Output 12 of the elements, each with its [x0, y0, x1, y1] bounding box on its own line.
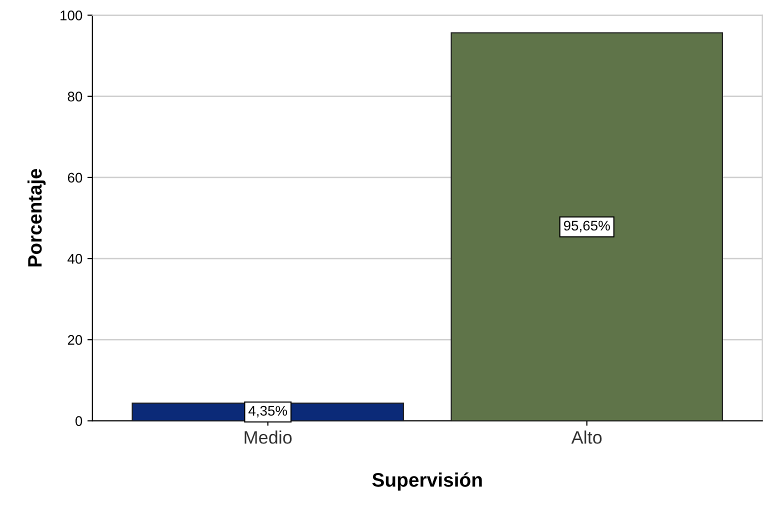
- y-tick-label: 20: [68, 335, 82, 345]
- y-tick-label: 0: [75, 416, 82, 426]
- y-tick-label: 60: [68, 172, 82, 183]
- y-tick-label: 80: [68, 92, 82, 102]
- y-tick-label: 100: [60, 10, 82, 20]
- x-tick-label: Medio: [244, 430, 292, 444]
- y-tick-label: 40: [68, 254, 82, 264]
- x-axis-title: Supervisión: [372, 472, 482, 491]
- data-label: 4,35%: [248, 406, 288, 418]
- y-axis-title: Porcentaje: [27, 168, 46, 266]
- data-label: 95,65%: [564, 220, 610, 232]
- x-tick-label: Alto: [571, 430, 602, 444]
